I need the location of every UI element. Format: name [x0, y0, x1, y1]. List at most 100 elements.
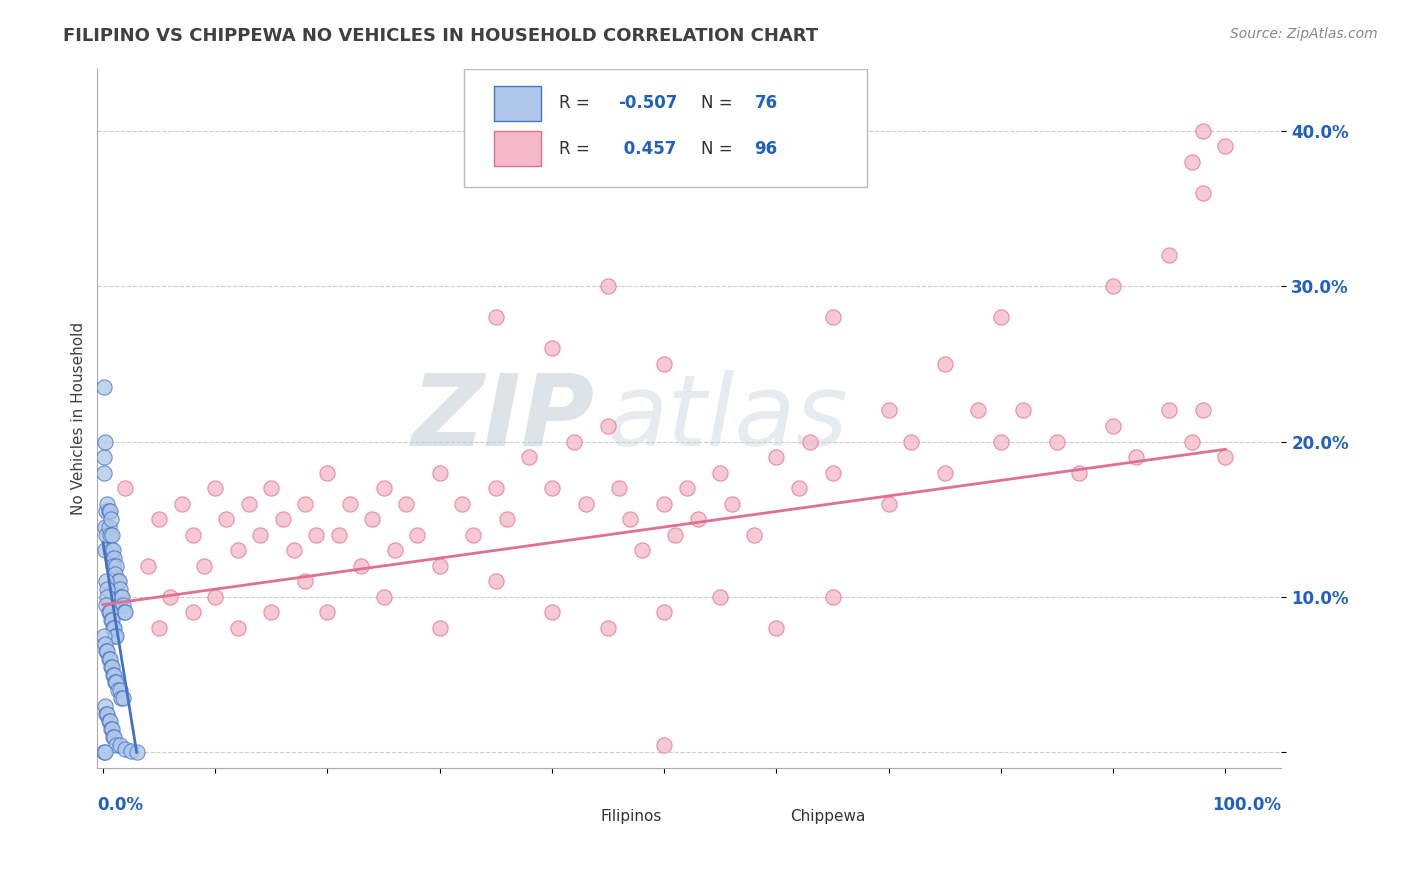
- Point: [97, 714, 120, 729]
- Text: 0.457: 0.457: [619, 140, 676, 158]
- Point: [821, 310, 844, 325]
- Point: [93, 629, 115, 643]
- Text: 100.0%: 100.0%: [1212, 796, 1281, 814]
- Point: [900, 434, 922, 449]
- Point: [105, 675, 128, 690]
- Point: [463, 528, 485, 542]
- Point: [105, 582, 128, 597]
- Point: [787, 481, 810, 495]
- Point: [316, 606, 339, 620]
- Point: [114, 742, 136, 756]
- Point: [94, 636, 117, 650]
- Point: [96, 644, 118, 658]
- Point: [294, 497, 316, 511]
- Point: [496, 512, 519, 526]
- Point: [226, 543, 249, 558]
- Point: [93, 380, 115, 394]
- Point: [1102, 419, 1125, 434]
- Point: [429, 558, 451, 573]
- Point: [114, 481, 136, 495]
- Point: [742, 528, 765, 542]
- Point: [181, 606, 204, 620]
- Point: [101, 613, 124, 627]
- Point: [652, 497, 675, 511]
- Point: [97, 504, 120, 518]
- Point: [101, 558, 124, 573]
- Point: [934, 357, 956, 371]
- Point: [104, 566, 127, 581]
- Point: [96, 528, 118, 542]
- Point: [541, 606, 564, 620]
- Point: [107, 683, 129, 698]
- Point: [1102, 279, 1125, 293]
- Text: ZIP: ZIP: [412, 369, 595, 467]
- Point: [120, 744, 142, 758]
- Point: [112, 598, 135, 612]
- Point: [96, 706, 118, 721]
- Point: [98, 528, 121, 542]
- Point: [101, 621, 124, 635]
- Point: [96, 590, 118, 604]
- Point: [101, 722, 124, 736]
- Point: [328, 528, 350, 542]
- Point: [260, 481, 283, 495]
- Point: [103, 667, 125, 681]
- Point: [294, 574, 316, 589]
- Bar: [494, 131, 541, 167]
- Text: 0.0%: 0.0%: [97, 796, 143, 814]
- Point: [564, 434, 586, 449]
- Point: [765, 450, 787, 464]
- Point: [596, 621, 619, 635]
- Point: [799, 434, 821, 449]
- Point: [1181, 434, 1204, 449]
- Text: Filipinos: Filipinos: [600, 809, 662, 824]
- Point: [108, 598, 131, 612]
- Point: [107, 574, 129, 589]
- Point: [108, 683, 131, 698]
- Point: [96, 598, 118, 612]
- Point: [596, 419, 619, 434]
- Point: [112, 690, 135, 705]
- Point: [541, 341, 564, 355]
- Point: [316, 466, 339, 480]
- Point: [101, 660, 124, 674]
- Point: [990, 434, 1012, 449]
- Point: [105, 629, 128, 643]
- Point: [159, 590, 181, 604]
- Point: [97, 606, 120, 620]
- Text: Chippewa: Chippewa: [790, 809, 866, 824]
- Point: [260, 606, 283, 620]
- Point: [98, 606, 121, 620]
- Point: [148, 512, 170, 526]
- Y-axis label: No Vehicles in Household: No Vehicles in Household: [72, 322, 86, 515]
- Point: [96, 644, 118, 658]
- Point: [170, 497, 193, 511]
- Point: [101, 730, 124, 744]
- Point: [238, 497, 260, 511]
- Point: [94, 698, 117, 713]
- Point: [103, 730, 125, 744]
- Point: [96, 504, 118, 518]
- Point: [373, 481, 395, 495]
- Point: [619, 512, 641, 526]
- Point: [98, 714, 121, 729]
- Point: [720, 497, 742, 511]
- Text: Source: ZipAtlas.com: Source: ZipAtlas.com: [1230, 27, 1378, 41]
- Point: [108, 738, 131, 752]
- Point: [107, 574, 129, 589]
- Point: [1069, 466, 1091, 480]
- Text: R =: R =: [560, 140, 595, 158]
- Text: 96: 96: [755, 140, 778, 158]
- Point: [93, 745, 115, 759]
- Point: [821, 466, 844, 480]
- Point: [1192, 186, 1215, 200]
- Point: [114, 606, 136, 620]
- FancyBboxPatch shape: [464, 69, 868, 187]
- Point: [104, 675, 127, 690]
- Point: [1215, 139, 1237, 153]
- Point: [429, 621, 451, 635]
- Point: [104, 629, 127, 643]
- Point: [967, 403, 990, 417]
- Point: [105, 558, 128, 573]
- Point: [215, 512, 238, 526]
